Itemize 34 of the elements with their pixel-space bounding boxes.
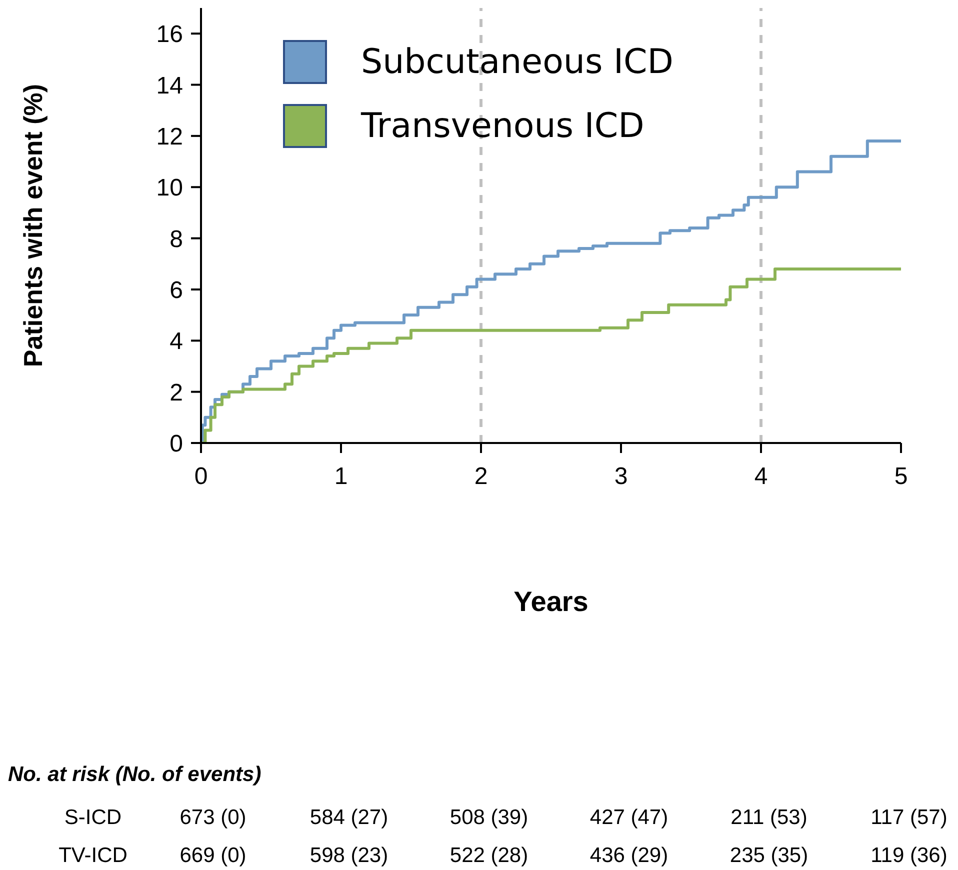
x-tick-label: 4 [754,463,768,490]
text: 436 (29) [588,844,670,868]
text: 584 (27) [308,806,390,830]
text: 235 (35) [728,844,810,868]
y-tick-label: 12 [156,123,183,150]
x-tick-label: 2 [474,463,488,490]
x-tick-label: 1 [334,463,348,490]
x-tick-label: 5 [894,463,908,490]
y-tick-label: 6 [170,276,183,304]
y-tick-label: 10 [156,174,183,202]
text: S-ICD [63,806,123,830]
text: No. at risk (No. of events) [8,763,262,787]
text: 117 (57) [870,806,948,830]
text: 211 (53) [730,806,808,830]
text: 673 (0) [178,806,248,830]
text: 119 (36) [870,844,948,868]
y-tick-label: 2 [170,379,183,406]
text: 522 (28) [448,844,530,868]
x-tick-label: 3 [614,463,628,490]
text: 508 (39) [448,806,530,830]
text: 427 (47) [588,806,670,830]
y-axis-title: Patients with event (%) [18,84,48,368]
legend-label: Subcutaneous ICD [361,42,674,82]
y-tick-label: 14 [156,72,183,100]
y-tick-label: 4 [170,328,183,356]
y-tick-label: 16 [156,21,183,48]
legend-label: Transvenous ICD [361,106,644,146]
x-axis-title: Years [514,586,588,617]
x-tick-label: 0 [194,463,208,490]
y-tick-label: 8 [170,226,183,253]
text: TV-ICD [58,844,128,868]
text: 669 (0) [178,844,248,868]
text: 598 (23) [308,844,390,868]
y-tick-label: 0 [170,430,183,458]
